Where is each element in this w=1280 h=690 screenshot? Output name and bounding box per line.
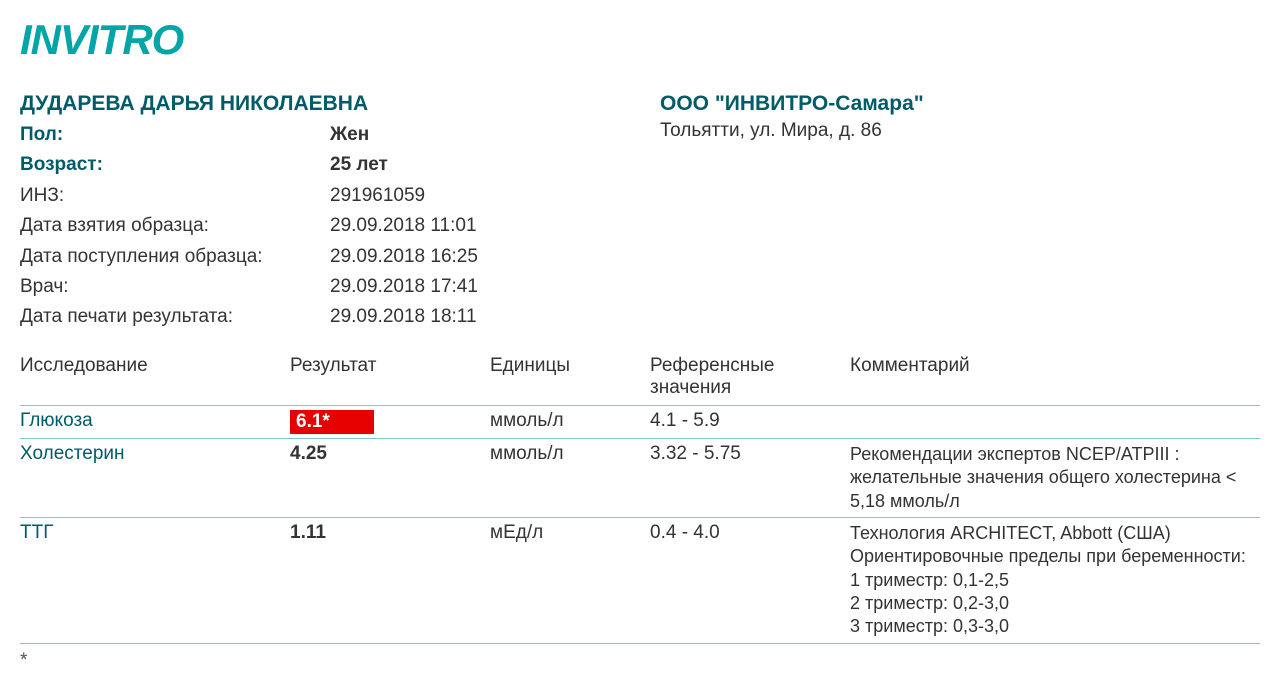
meta-label: Дата поступления образца: <box>20 242 330 272</box>
cell-ref: 3.32 - 5.75 <box>650 438 850 517</box>
meta-value: 25 лет <box>330 150 640 180</box>
cell-comment <box>850 405 1260 438</box>
org-address: Тольятти, ул. Мира, д. 86 <box>660 120 1260 142</box>
meta-label: ИНЗ: <box>20 181 330 211</box>
cell-test: ТТГ <box>20 517 290 643</box>
meta-row: ИНЗ:291961059 <box>20 181 640 211</box>
meta-row: Дата взятия образца:29.09.2018 11:01 <box>20 211 640 241</box>
meta-row: Возраст:25 лет <box>20 150 640 180</box>
patient-column: ДУДАРЕВА ДАРЬЯ НИКОЛАЕВНА Пол:ЖенВозраст… <box>20 92 640 333</box>
col-header-ref: Референсные значения <box>650 351 850 406</box>
table-row: ТТГ1.11мЕд/л0.4 - 4.0Технология ARCHITEC… <box>20 517 1260 643</box>
table-row: Глюкоза6.1* ммоль/л4.1 - 5.9 <box>20 405 1260 438</box>
cell-units: ммоль/л <box>490 405 650 438</box>
cell-result: 1.11 <box>290 517 490 643</box>
cell-units: мЕд/л <box>490 517 650 643</box>
cell-units: ммоль/л <box>490 438 650 517</box>
brand-logo: INVITRO <box>20 16 1260 64</box>
meta-value: 29.09.2018 11:01 <box>330 211 640 241</box>
org-name: ООО "ИНВИТРО-Самара" <box>660 92 1260 116</box>
col-header-comment: Комментарий <box>850 351 1260 406</box>
meta-row: Врач:29.09.2018 17:41 <box>20 272 640 302</box>
cell-test: Холестерин <box>20 438 290 517</box>
org-column: ООО "ИНВИТРО-Самара" Тольятти, ул. Мира,… <box>660 92 1260 142</box>
cell-test: Глюкоза <box>20 405 290 438</box>
col-header-units: Единицы <box>490 351 650 406</box>
results-table: Исследование Результат Единицы Референсн… <box>20 351 1260 644</box>
meta-label: Дата печати результата: <box>20 302 330 332</box>
cell-comment: Технология ARCHITECT, Abbott (США) Ориен… <box>850 517 1260 643</box>
meta-label: Возраст: <box>20 150 330 180</box>
results-header-row: Исследование Результат Единицы Референсн… <box>20 351 1260 406</box>
meta-label: Пол: <box>20 120 330 150</box>
meta-value: 29.09.2018 17:41 <box>330 272 640 302</box>
meta-label: Врач: <box>20 272 330 302</box>
meta-row: Пол:Жен <box>20 120 640 150</box>
meta-value: Жен <box>330 120 640 150</box>
meta-value: 29.09.2018 16:25 <box>330 242 640 272</box>
footnote: * <box>20 650 1260 672</box>
cell-ref: 4.1 - 5.9 <box>650 405 850 438</box>
col-header-result: Результат <box>290 351 490 406</box>
cell-result: 4.25 <box>290 438 490 517</box>
col-header-test: Исследование <box>20 351 290 406</box>
table-row: Холестерин4.25ммоль/л3.32 - 5.75Рекоменд… <box>20 438 1260 517</box>
meta-row: Дата поступления образца:29.09.2018 16:2… <box>20 242 640 272</box>
footnote-asterisk: * <box>20 650 27 671</box>
cell-ref: 0.4 - 4.0 <box>650 517 850 643</box>
header-row: ДУДАРЕВА ДАРЬЯ НИКОЛАЕВНА Пол:ЖенВозраст… <box>20 92 1260 333</box>
meta-row: Дата печати результата:29.09.2018 18:11 <box>20 302 640 332</box>
meta-label: Дата взятия образца: <box>20 211 330 241</box>
meta-value: 29.09.2018 18:11 <box>330 302 640 332</box>
cell-comment: Рекомендации экспертов NCEP/ATPIII : жел… <box>850 438 1260 517</box>
result-flag: 6.1* <box>290 410 374 434</box>
patient-name: ДУДАРЕВА ДАРЬЯ НИКОЛАЕВНА <box>20 92 640 116</box>
cell-result: 6.1* <box>290 405 490 438</box>
meta-value: 291961059 <box>330 181 640 211</box>
